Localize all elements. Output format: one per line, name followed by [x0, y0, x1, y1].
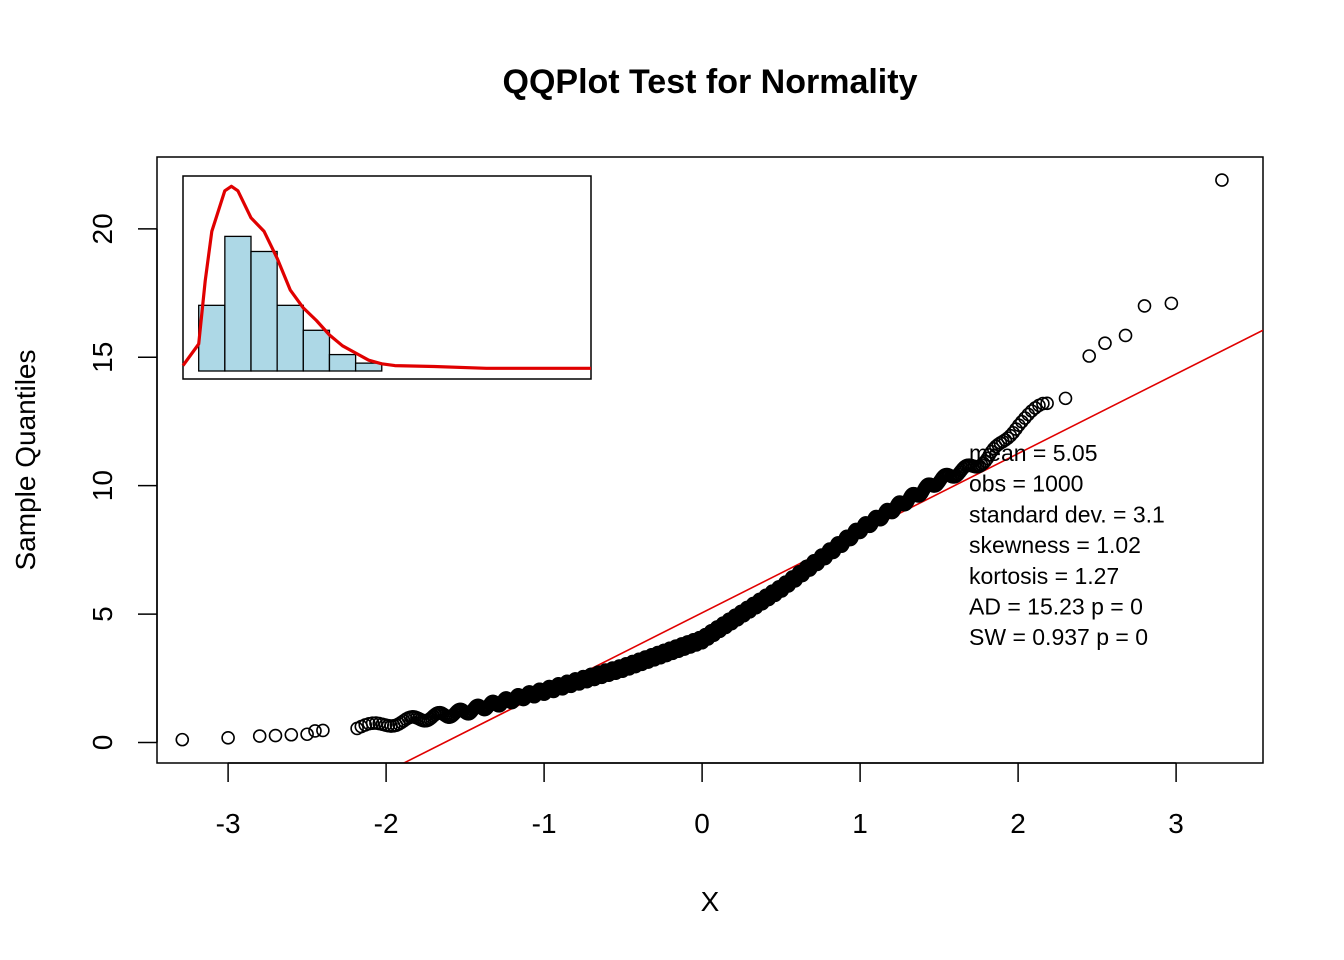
chart-title: QQPlot Test for Normality — [503, 63, 918, 101]
qq-point — [1164, 296, 1179, 311]
qq-point — [1036, 396, 1050, 411]
density-curve — [181, 184, 591, 370]
stat-line: kortosis = 1.27 — [969, 563, 1119, 589]
inset-histogram — [181, 175, 592, 380]
reference-line — [402, 329, 1263, 763]
plot-area — [156, 156, 1264, 764]
qq-point — [316, 723, 330, 738]
stats-box: mean = 5.05 obs = 1000 standard dev. = 3.1… — [969, 440, 1165, 650]
y-tick-label: 5 — [87, 606, 118, 622]
stat-line: obs = 1000 — [969, 471, 1083, 497]
histogram-bar — [250, 250, 278, 372]
stat-line: skewness = 1.02 — [969, 532, 1141, 558]
x-tick-label: -1 — [532, 808, 557, 839]
qq-point — [175, 732, 190, 747]
qq-point — [1028, 401, 1043, 415]
qq-point — [365, 716, 380, 730]
histogram-bar — [328, 353, 357, 372]
qq-point — [1118, 328, 1133, 343]
x-tick-label: -2 — [374, 808, 399, 839]
qq-point — [1082, 349, 1096, 363]
qq-points — [175, 173, 1229, 747]
histogram-bar — [224, 235, 252, 372]
x-tick-label: 1 — [852, 808, 868, 839]
qq-point — [252, 729, 267, 743]
stat-line: AD = 15.23 p = 0 — [969, 594, 1143, 620]
y-tick-label: 10 — [87, 470, 118, 501]
x-tick-label: 2 — [1010, 808, 1026, 839]
y-tick-label: 15 — [87, 342, 118, 373]
qq-point — [1215, 173, 1229, 187]
x-tick-label: 0 — [694, 808, 710, 839]
y-tick-label: 0 — [87, 735, 118, 751]
y-tick-label: 20 — [87, 213, 118, 244]
x-tick-label: 3 — [1168, 808, 1184, 839]
qq-point — [1040, 396, 1054, 411]
x-axis-label: X — [701, 886, 720, 917]
x-tick-label: -3 — [216, 808, 241, 839]
stat-line: SW = 0.937 p = 0 — [969, 624, 1148, 650]
stat-line: mean = 5.05 — [969, 440, 1098, 466]
qq-point — [1018, 411, 1032, 425]
x-axis: -3 -2 -1 0 1 2 3 — [216, 762, 1184, 839]
y-axis: 0 5 10 15 20 — [87, 213, 158, 751]
qq-point — [1137, 299, 1152, 313]
qq-point — [1021, 407, 1036, 422]
histogram-bar — [276, 304, 304, 372]
qq-point — [1058, 391, 1073, 406]
stat-line: standard dev. = 3.1 — [969, 501, 1165, 527]
qq-point — [268, 728, 283, 743]
qq-point — [1098, 336, 1112, 350]
histogram-bar — [354, 362, 383, 372]
qq-point — [308, 724, 322, 738]
y-axis-label: Sample Quantiles — [10, 349, 41, 570]
qq-point — [284, 727, 299, 742]
qq-point — [300, 727, 314, 742]
qq-point — [221, 731, 235, 745]
histogram-bar — [302, 329, 331, 372]
